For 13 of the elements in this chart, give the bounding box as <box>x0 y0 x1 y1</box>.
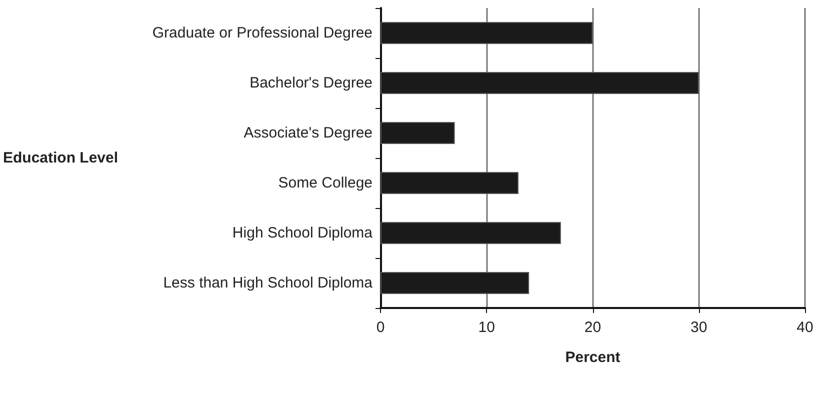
x-tick-label: 40 <box>796 319 814 336</box>
x-tick-label: 10 <box>478 319 495 336</box>
y-tick-label: Bachelor's Degree <box>250 74 373 92</box>
x-tick-label: 30 <box>690 319 708 336</box>
x-axis-title: Percent <box>565 349 620 366</box>
x-tick-label: 20 <box>584 319 602 336</box>
x-tick-label: 0 <box>376 319 385 336</box>
y-tick-label: Less than High School Diploma <box>163 274 374 292</box>
y-tick-label: Associate's Degree <box>244 124 373 142</box>
y-tick-label: High School Diploma <box>232 224 374 242</box>
y-tick-label: Graduate or Professional Degree <box>152 24 373 42</box>
y-axis-title: Education Level <box>3 150 118 166</box>
y-tick-label: Some College <box>278 174 373 192</box>
